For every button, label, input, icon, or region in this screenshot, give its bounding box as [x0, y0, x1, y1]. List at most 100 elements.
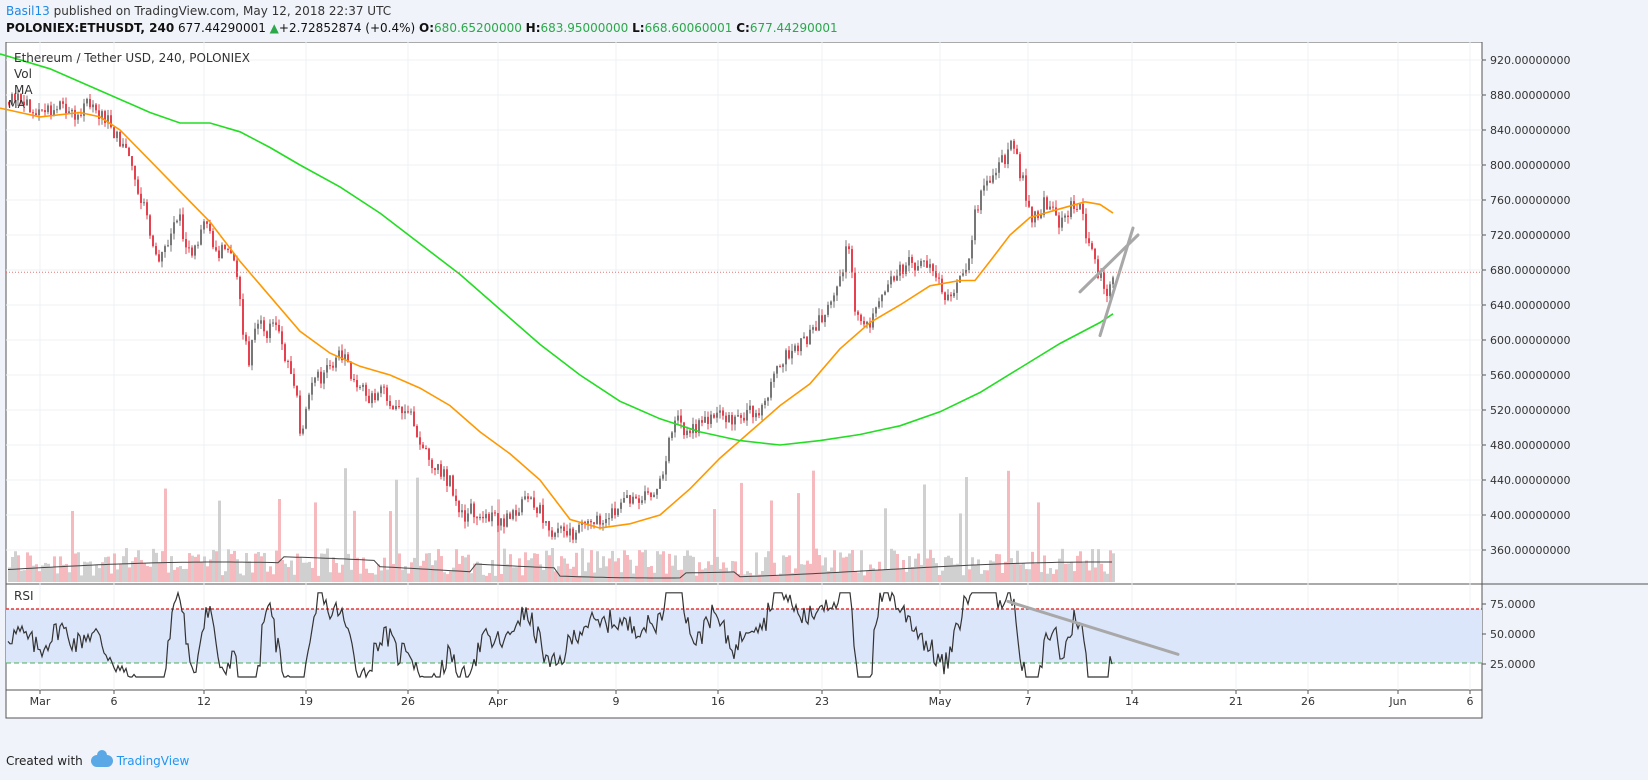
y-tick-label: 840.00000000 — [1490, 124, 1570, 137]
candle-body — [23, 101, 25, 106]
price-chart[interactable]: Mar 6 12 19 26 Apr 9 16 23 May 7 14 21 26 Jun 6 920.0000… — [0, 42, 1648, 742]
volume-bar — [905, 571, 908, 582]
volume-bar — [233, 550, 236, 582]
candle-body — [623, 497, 625, 503]
candle-body — [731, 414, 733, 425]
candle-body — [902, 264, 904, 274]
candle-body — [1064, 215, 1066, 218]
author-link[interactable]: Basil13 — [6, 4, 50, 18]
volume-bar — [152, 548, 155, 582]
candle-body — [839, 276, 841, 287]
candle-body — [1007, 149, 1009, 165]
candle-body — [281, 331, 283, 345]
volume-bar — [305, 562, 308, 582]
candle-body — [689, 430, 691, 434]
volume-bar — [857, 572, 860, 582]
candle-body — [494, 512, 496, 514]
candle-body — [401, 406, 403, 414]
volume-bar — [203, 556, 206, 582]
candle-body — [260, 320, 262, 324]
volume-bar — [1106, 573, 1109, 582]
candle-body — [815, 327, 817, 331]
volume-bar — [1100, 563, 1103, 582]
volume-bar — [515, 567, 518, 582]
volume-bar — [86, 562, 89, 582]
volume-bar — [185, 568, 188, 582]
candle-body — [467, 513, 469, 522]
x-tick-label: Apr — [488, 695, 508, 708]
volume-bar — [803, 564, 806, 582]
volume-bar — [272, 574, 275, 582]
volume-bar — [80, 575, 83, 582]
candle-body — [344, 354, 346, 361]
volume-bar — [527, 560, 530, 582]
volume-bar — [563, 558, 566, 582]
volume-bar — [368, 573, 371, 582]
candle-body — [674, 420, 676, 433]
candle-body — [641, 500, 643, 503]
candle-body — [995, 172, 997, 176]
candle-body — [863, 321, 865, 325]
candle-body — [593, 522, 595, 524]
candle-body — [851, 249, 853, 273]
volume-bar — [992, 561, 995, 582]
volume-bar — [323, 553, 326, 582]
volume-bar — [179, 566, 182, 582]
candle-body — [605, 519, 607, 524]
candle-body — [41, 109, 43, 111]
volume-bar — [752, 575, 755, 582]
volume-bar — [926, 558, 929, 582]
volume-bar — [26, 552, 29, 582]
y-tick-label: 400.00000000 — [1490, 509, 1570, 522]
volume-bar — [491, 559, 494, 582]
candle-body — [743, 417, 745, 421]
volume-bar — [896, 553, 899, 582]
volume-bar — [605, 566, 608, 582]
candle-body — [254, 328, 256, 340]
volume-bar — [158, 562, 161, 582]
candle-body — [461, 510, 463, 513]
candle-body — [422, 444, 424, 449]
tradingview-link[interactable]: TradingView — [90, 750, 189, 768]
volume-bar — [836, 571, 839, 582]
high-value: 683.95000000 — [540, 21, 629, 35]
candle-body — [29, 99, 31, 113]
candle-body — [353, 378, 355, 380]
candle-body — [26, 99, 28, 106]
volume-bar — [743, 574, 746, 582]
volume-bar — [680, 569, 683, 582]
candle-body — [557, 528, 559, 533]
candle-body — [758, 413, 760, 416]
volume-bar — [938, 574, 941, 582]
volume-bar — [134, 557, 137, 582]
candle-body — [638, 498, 640, 503]
candle-body — [533, 497, 535, 508]
candle-body — [635, 496, 637, 499]
volume-bar — [536, 553, 539, 582]
volume-bar — [725, 567, 728, 582]
candle-body — [251, 339, 253, 366]
candle-body — [914, 262, 916, 271]
volume-bar — [866, 571, 869, 582]
volume-bar — [392, 564, 395, 582]
volume-bar — [380, 570, 383, 582]
candle-body — [314, 377, 316, 383]
candle-body — [110, 115, 112, 128]
candle-body — [341, 350, 343, 361]
candle-body — [62, 101, 64, 104]
volume-bar — [860, 550, 863, 582]
candle-body — [578, 524, 580, 533]
candle-body — [1016, 148, 1018, 155]
candle-body — [980, 190, 982, 211]
candle-body — [122, 143, 124, 147]
candle-body — [125, 143, 127, 148]
candle-body — [944, 292, 946, 301]
volume-bar — [275, 550, 278, 582]
candle-body — [278, 324, 280, 332]
x-tick-label: Jun — [1388, 695, 1406, 708]
volume-bar — [944, 557, 947, 582]
candle-body — [359, 386, 361, 388]
volume-bar — [641, 552, 644, 582]
candle-body — [542, 504, 544, 523]
volume-bar — [923, 484, 926, 582]
